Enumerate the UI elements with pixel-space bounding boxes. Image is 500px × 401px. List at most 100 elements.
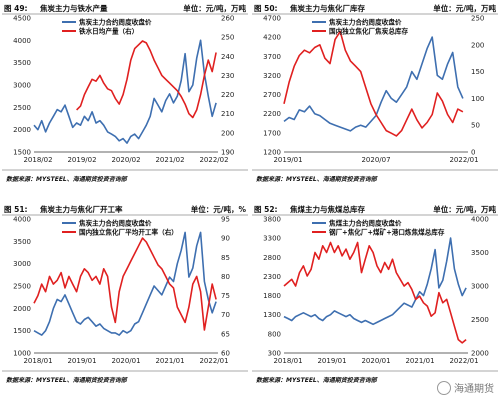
y-left-tick-label: 1700 — [263, 129, 281, 137]
chart-source: 数据来源：MYSTEEL、海通期货投资咨询部 — [6, 175, 128, 183]
y-left-tick-label: 2000 — [13, 126, 31, 134]
y-right-tick-label: 150 — [471, 68, 484, 76]
y-right-tick-label: 260 — [221, 15, 234, 23]
chart-unit: 单位：元/吨，万吨 — [183, 3, 246, 13]
y-right-tick-label: 2500 — [471, 316, 489, 324]
y-right-tick-label: 250 — [471, 15, 484, 23]
y-right-tick-label: 60 — [221, 350, 230, 358]
y-right-tick-label: 200 — [221, 129, 234, 137]
series-line-secondary — [33, 237, 217, 331]
chart-title: 焦煤主力与焦煤总库存 — [289, 204, 365, 214]
y-right-tick-label: 240 — [221, 53, 234, 61]
chart-unit: 单位：元/吨，万吨 — [433, 3, 496, 13]
series-line-price — [283, 36, 464, 132]
y-left-tick-label: 1300 — [263, 311, 281, 319]
legend-label: 焦炭主力合约周度收盘价 — [328, 17, 402, 26]
chart-title: 焦炭主力与焦化厂库存 — [289, 3, 365, 13]
y-left-tick-label: 2000 — [13, 305, 31, 313]
y-left-tick-label: 4000 — [13, 37, 31, 45]
chart-title-number: 图 50: — [254, 4, 278, 13]
y-left-tick-label: 2300 — [263, 273, 281, 281]
y-right-tick-label: 210 — [221, 110, 234, 118]
legend-label: 焦煤主力合约周度收盘价 — [328, 218, 402, 227]
y-left-tick-label: 1200 — [263, 149, 281, 157]
series-line-price — [33, 231, 217, 336]
y-right-tick-label: 100 — [471, 95, 484, 103]
x-tick-label: 2019/01 — [317, 357, 346, 365]
y-right-tick-label: 65 — [221, 330, 230, 338]
y-right-tick-label: 2000 — [471, 350, 489, 358]
x-tick-label: 2020/07 — [361, 156, 390, 164]
legend-label: 国内独立焦化厂平均开工率（右） — [79, 227, 178, 236]
series-line-price — [283, 237, 467, 326]
y-left-tick-label: 3300 — [263, 235, 281, 243]
y-left-tick-label: 3800 — [263, 216, 281, 224]
y-right-tick-label: 200 — [471, 41, 484, 49]
y-left-tick-label: 300 — [268, 350, 281, 358]
x-tick-label: 2020/01 — [361, 357, 390, 365]
x-tick-label: 2022/01 — [449, 156, 478, 164]
y-left-tick-label: 2700 — [263, 91, 281, 99]
chart-panel-coking-utilization: 图 51: 焦炭主力与焦化厂开工率 单位：元/吨，% 1000 1500 2000 2500… — [0, 201, 250, 401]
legend-label: 钢厂+焦化厂+煤矿+港口炼焦煤总库存 — [329, 227, 445, 236]
y-right-tick-label: 230 — [221, 72, 234, 80]
y-left-tick-label: 1500 — [13, 149, 31, 157]
y-right-tick-label: 3000 — [471, 283, 489, 291]
y-right-tick-label: 85 — [221, 254, 230, 262]
y-right-tick-label: 4000 — [471, 216, 489, 224]
x-tick-label: 2019/02 — [67, 156, 96, 164]
y-right-tick-label: 250 — [221, 34, 234, 42]
series-line-price — [33, 39, 217, 144]
y-right-tick-label: 80 — [221, 273, 230, 281]
y-right-tick-label: 90 — [221, 235, 230, 243]
y-left-tick-label: 3000 — [13, 260, 31, 268]
y-left-tick-label: 3500 — [13, 238, 31, 246]
y-left-tick-label: 1000 — [13, 350, 31, 358]
x-tick-label: 2021/02 — [155, 156, 184, 164]
y-left-tick-label: 2500 — [13, 283, 31, 291]
chart-panel-coking-plant-inventory: 图 50: 焦炭主力与焦化厂库存 单位：元/吨，万吨 1200 1700 2200 2700… — [250, 0, 500, 200]
chart-panel-iron-output: 图 49: 焦炭主力与铁水产量 单位：元/吨，万吨 1500 2000 2500 3000 3… — [0, 0, 250, 200]
y-left-tick-label: 3700 — [263, 53, 281, 61]
legend-label: 铁水日均产量（右） — [78, 26, 138, 35]
x-tick-label: 2021/01 — [405, 357, 434, 365]
y-right-tick-label: 220 — [221, 91, 234, 99]
watermark-text: 海通期货 — [454, 384, 494, 395]
x-tick-label: 2018/02 — [23, 156, 52, 164]
x-tick-label: 2022/01 — [199, 357, 228, 365]
x-tick-label: 2019/01 — [67, 357, 96, 365]
y-right-tick-label: 75 — [221, 292, 230, 300]
chart-title-number: 图 51: — [4, 205, 28, 214]
y-left-tick-label: 2500 — [13, 104, 31, 112]
y-left-tick-label: 3200 — [263, 72, 281, 80]
y-right-tick-label: 190 — [221, 149, 234, 157]
y-right-tick-label: 95 — [221, 216, 230, 224]
watermark: 海通期货 — [437, 380, 494, 395]
x-tick-label: 2018/01 — [23, 357, 52, 365]
y-right-tick-label: 0 — [471, 149, 475, 157]
chart-svg: 图 49: 焦炭主力与铁水产量 单位：元/吨，万吨 1500 2000 2500 3000 3… — [2, 3, 248, 183]
legend-label: 焦炭主力合约周度收盘价 — [78, 17, 152, 26]
y-left-tick-label: 3000 — [13, 82, 31, 90]
y-left-tick-label: 4700 — [263, 15, 281, 23]
y-right-tick-label: 3500 — [471, 249, 489, 257]
chart-title: 焦炭主力与焦化厂开工率 — [39, 204, 123, 214]
y-left-tick-label: 3500 — [13, 59, 31, 67]
chart-svg: 图 52: 焦煤主力与焦煤总库存 单位：元/吨，万吨 300 800 1300 1800 23… — [252, 204, 498, 384]
x-tick-label: 2021/01 — [155, 357, 184, 365]
x-tick-label: 2020/02 — [111, 156, 140, 164]
chart-source: 数据来源：MYSTEEL、海通期货投资咨询部 — [256, 175, 378, 183]
legend-label: 国内独立焦化厂焦炭总库存 — [329, 26, 409, 35]
chart-title-number: 图 52: — [254, 205, 278, 214]
series-line-secondary — [76, 40, 217, 119]
y-left-tick-label: 4200 — [263, 34, 281, 42]
x-tick-label: 2019/01 — [273, 156, 302, 164]
chart-panel-coking-coal-inventory: 图 52: 焦煤主力与焦煤总库存 单位：元/吨，万吨 300 800 1300 1800 23… — [250, 201, 500, 401]
y-left-tick-label: 2800 — [263, 254, 281, 262]
series-line-secondary — [283, 241, 467, 344]
x-tick-label: 2022/02 — [199, 156, 228, 164]
series-line-secondary — [283, 30, 464, 137]
chart-unit: 单位：元/吨，% — [191, 204, 247, 214]
chart-source: 数据来源：MYSTEEL、海通期货投资咨询部 — [6, 376, 128, 384]
chart-unit: 单位：元/吨，万吨 — [433, 204, 496, 214]
